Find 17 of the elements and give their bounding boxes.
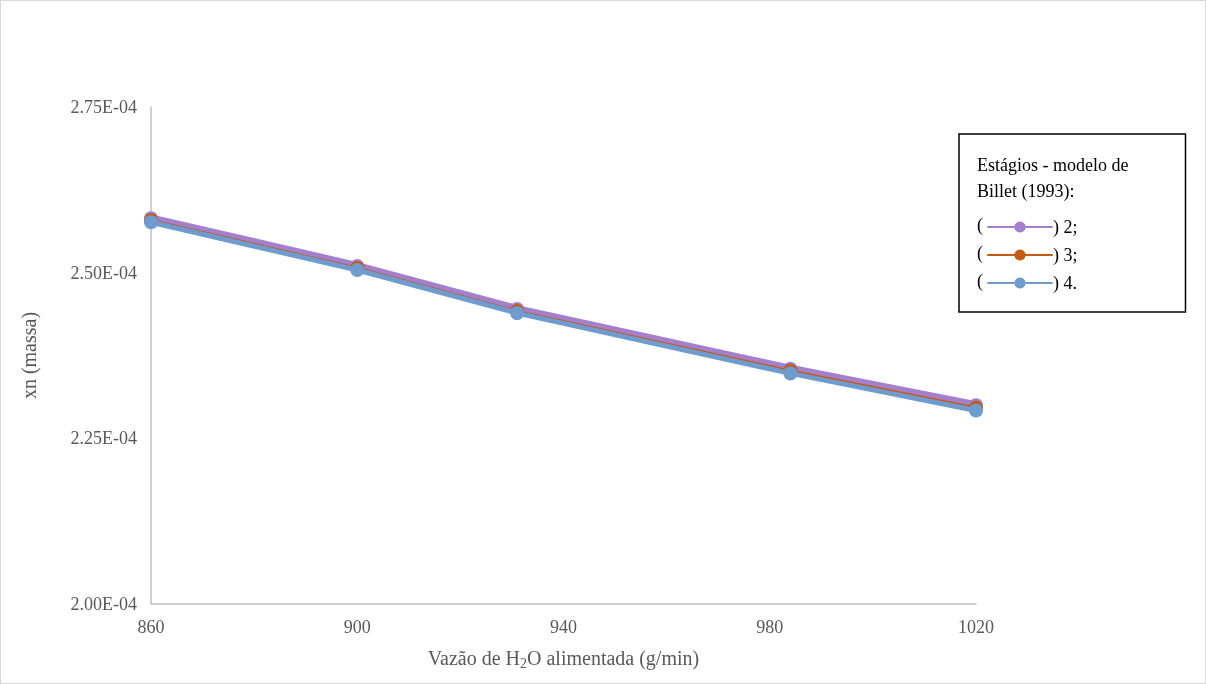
text: ( [977, 271, 983, 292]
y-axis-title: xn (massa) [18, 311, 41, 400]
x-tick-label: 860 [137, 617, 165, 637]
x-tick-label: 1020 [958, 617, 994, 637]
legend-label: ) 4. [1053, 273, 1077, 294]
y-tick-label: 2.75E-04 [70, 97, 137, 117]
legend-title: Estágios - modelo de Billet (1993): [977, 155, 1133, 202]
text: ( [977, 243, 983, 264]
x-tick-label: 980 [756, 617, 784, 637]
text: ( [977, 215, 983, 236]
legend-label: ) 2; [1053, 217, 1078, 238]
y-tick-label: 2.50E-04 [70, 262, 137, 283]
legend-label: ) 3; [1053, 245, 1078, 266]
y-tick-label: 2.00E-04 [70, 594, 137, 614]
x-tick-label: 940 [550, 617, 577, 637]
x-tick-label: 900 [343, 617, 371, 637]
y-tick-label: 2.25E-04 [70, 428, 137, 449]
